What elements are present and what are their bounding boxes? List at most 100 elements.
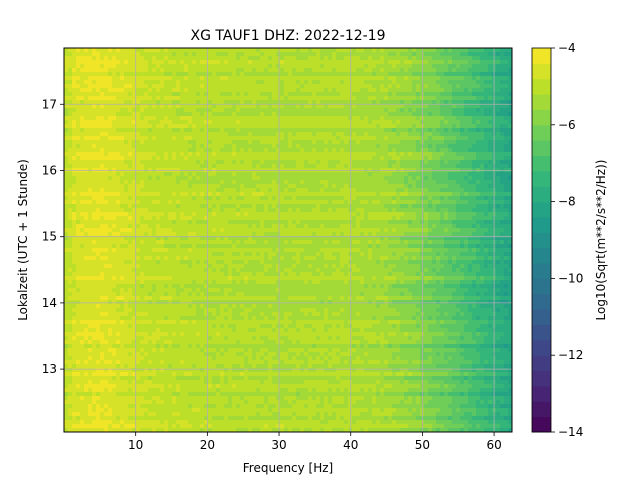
- heatmap-cell: [168, 152, 173, 157]
- heatmap-cell: [304, 176, 309, 181]
- heatmap-cell: [156, 144, 161, 149]
- heatmap-cell: [404, 48, 409, 53]
- heatmap-cell: [172, 140, 177, 145]
- heatmap-cell: [348, 108, 353, 113]
- heatmap-cell: [336, 136, 341, 141]
- heatmap-cell: [84, 76, 89, 81]
- heatmap-cell: [452, 72, 457, 77]
- heatmap-cell: [188, 172, 193, 177]
- heatmap-cell: [216, 56, 221, 61]
- heatmap-cell: [300, 60, 305, 65]
- heatmap-cell: [400, 164, 405, 169]
- heatmap-cell: [404, 212, 409, 217]
- heatmap-cell: [292, 108, 297, 113]
- heatmap-cell: [464, 60, 469, 65]
- heatmap-cell: [128, 52, 133, 57]
- heatmap-cell: [304, 220, 309, 225]
- heatmap-cell: [404, 52, 409, 57]
- heatmap-cell: [416, 92, 421, 97]
- heatmap-cell: [380, 184, 385, 189]
- heatmap-cell: [104, 140, 109, 145]
- heatmap-cell: [116, 124, 121, 129]
- heatmap-cell: [176, 124, 181, 129]
- heatmap-cell: [488, 100, 493, 105]
- heatmap-cell: [392, 100, 397, 105]
- heatmap-cell: [256, 144, 261, 149]
- heatmap-cell: [288, 96, 293, 101]
- heatmap-cell: [232, 96, 237, 101]
- heatmap-cell: [360, 52, 365, 57]
- heatmap-cell: [212, 212, 217, 217]
- heatmap-cell: [496, 184, 501, 189]
- heatmap-cell: [236, 64, 241, 69]
- heatmap-cell: [160, 48, 165, 53]
- heatmap-cell: [344, 120, 349, 125]
- heatmap-cell: [116, 68, 121, 73]
- heatmap-cell: [92, 128, 97, 133]
- heatmap-cell: [140, 96, 145, 101]
- heatmap-cell: [348, 152, 353, 157]
- heatmap-cell: [272, 56, 277, 61]
- heatmap-cell: [308, 136, 313, 141]
- heatmap-cell: [436, 220, 441, 225]
- heatmap-cell: [440, 152, 445, 157]
- heatmap-cell: [112, 224, 117, 229]
- heatmap-cell: [96, 72, 101, 77]
- heatmap-cell: [64, 184, 69, 189]
- heatmap-cell: [328, 104, 333, 109]
- heatmap-cell: [76, 180, 81, 185]
- heatmap-cell: [468, 76, 473, 81]
- heatmap-cell: [324, 48, 329, 53]
- heatmap-cell: [104, 216, 109, 221]
- heatmap-cell: [152, 120, 157, 125]
- heatmap-cell: [152, 140, 157, 145]
- heatmap-cell: [408, 192, 413, 197]
- heatmap-cell: [132, 64, 137, 69]
- heatmap-cell: [508, 64, 513, 69]
- heatmap-cell: [380, 124, 385, 129]
- heatmap-cell: [288, 100, 293, 105]
- heatmap-cell: [484, 116, 489, 121]
- heatmap-cell: [152, 76, 157, 81]
- heatmap-cell: [224, 192, 229, 197]
- heatmap-cell: [340, 64, 345, 69]
- heatmap-cell: [396, 152, 401, 157]
- heatmap-cell: [408, 156, 413, 161]
- heatmap-cell: [372, 76, 377, 81]
- heatmap-cell: [308, 84, 313, 89]
- heatmap-cell: [212, 120, 217, 125]
- heatmap-cell: [68, 172, 73, 177]
- heatmap-cell: [72, 112, 77, 117]
- heatmap-cell: [380, 56, 385, 61]
- heatmap-cell: [472, 164, 477, 169]
- heatmap-cell: [340, 220, 345, 225]
- heatmap-cell: [436, 184, 441, 189]
- heatmap-cell: [328, 220, 333, 225]
- heatmap-cell: [364, 160, 369, 165]
- heatmap-cell: [332, 188, 337, 193]
- heatmap-cell: [332, 196, 337, 201]
- heatmap-cell: [188, 212, 193, 217]
- heatmap-cell: [504, 136, 509, 141]
- heatmap-cell: [484, 60, 489, 65]
- heatmap-cell: [468, 180, 473, 185]
- heatmap-cell: [212, 88, 217, 93]
- heatmap-cell: [124, 72, 129, 77]
- heatmap-cell: [472, 212, 477, 217]
- heatmap-cell: [336, 196, 341, 201]
- heatmap-cell: [200, 100, 205, 105]
- heatmap-cell: [100, 140, 105, 145]
- heatmap-cell: [344, 192, 349, 197]
- heatmap-cell: [396, 132, 401, 137]
- heatmap-cell: [368, 140, 373, 145]
- heatmap-cell: [104, 196, 109, 201]
- heatmap-cell: [72, 120, 77, 125]
- heatmap-cell: [80, 148, 85, 153]
- heatmap-cell: [144, 100, 149, 105]
- heatmap-cell: [456, 208, 461, 213]
- heatmap-cell: [380, 72, 385, 77]
- heatmap-cell: [436, 48, 441, 53]
- heatmap-cell: [252, 60, 257, 65]
- heatmap-cell: [120, 52, 125, 57]
- heatmap-cell: [476, 156, 481, 161]
